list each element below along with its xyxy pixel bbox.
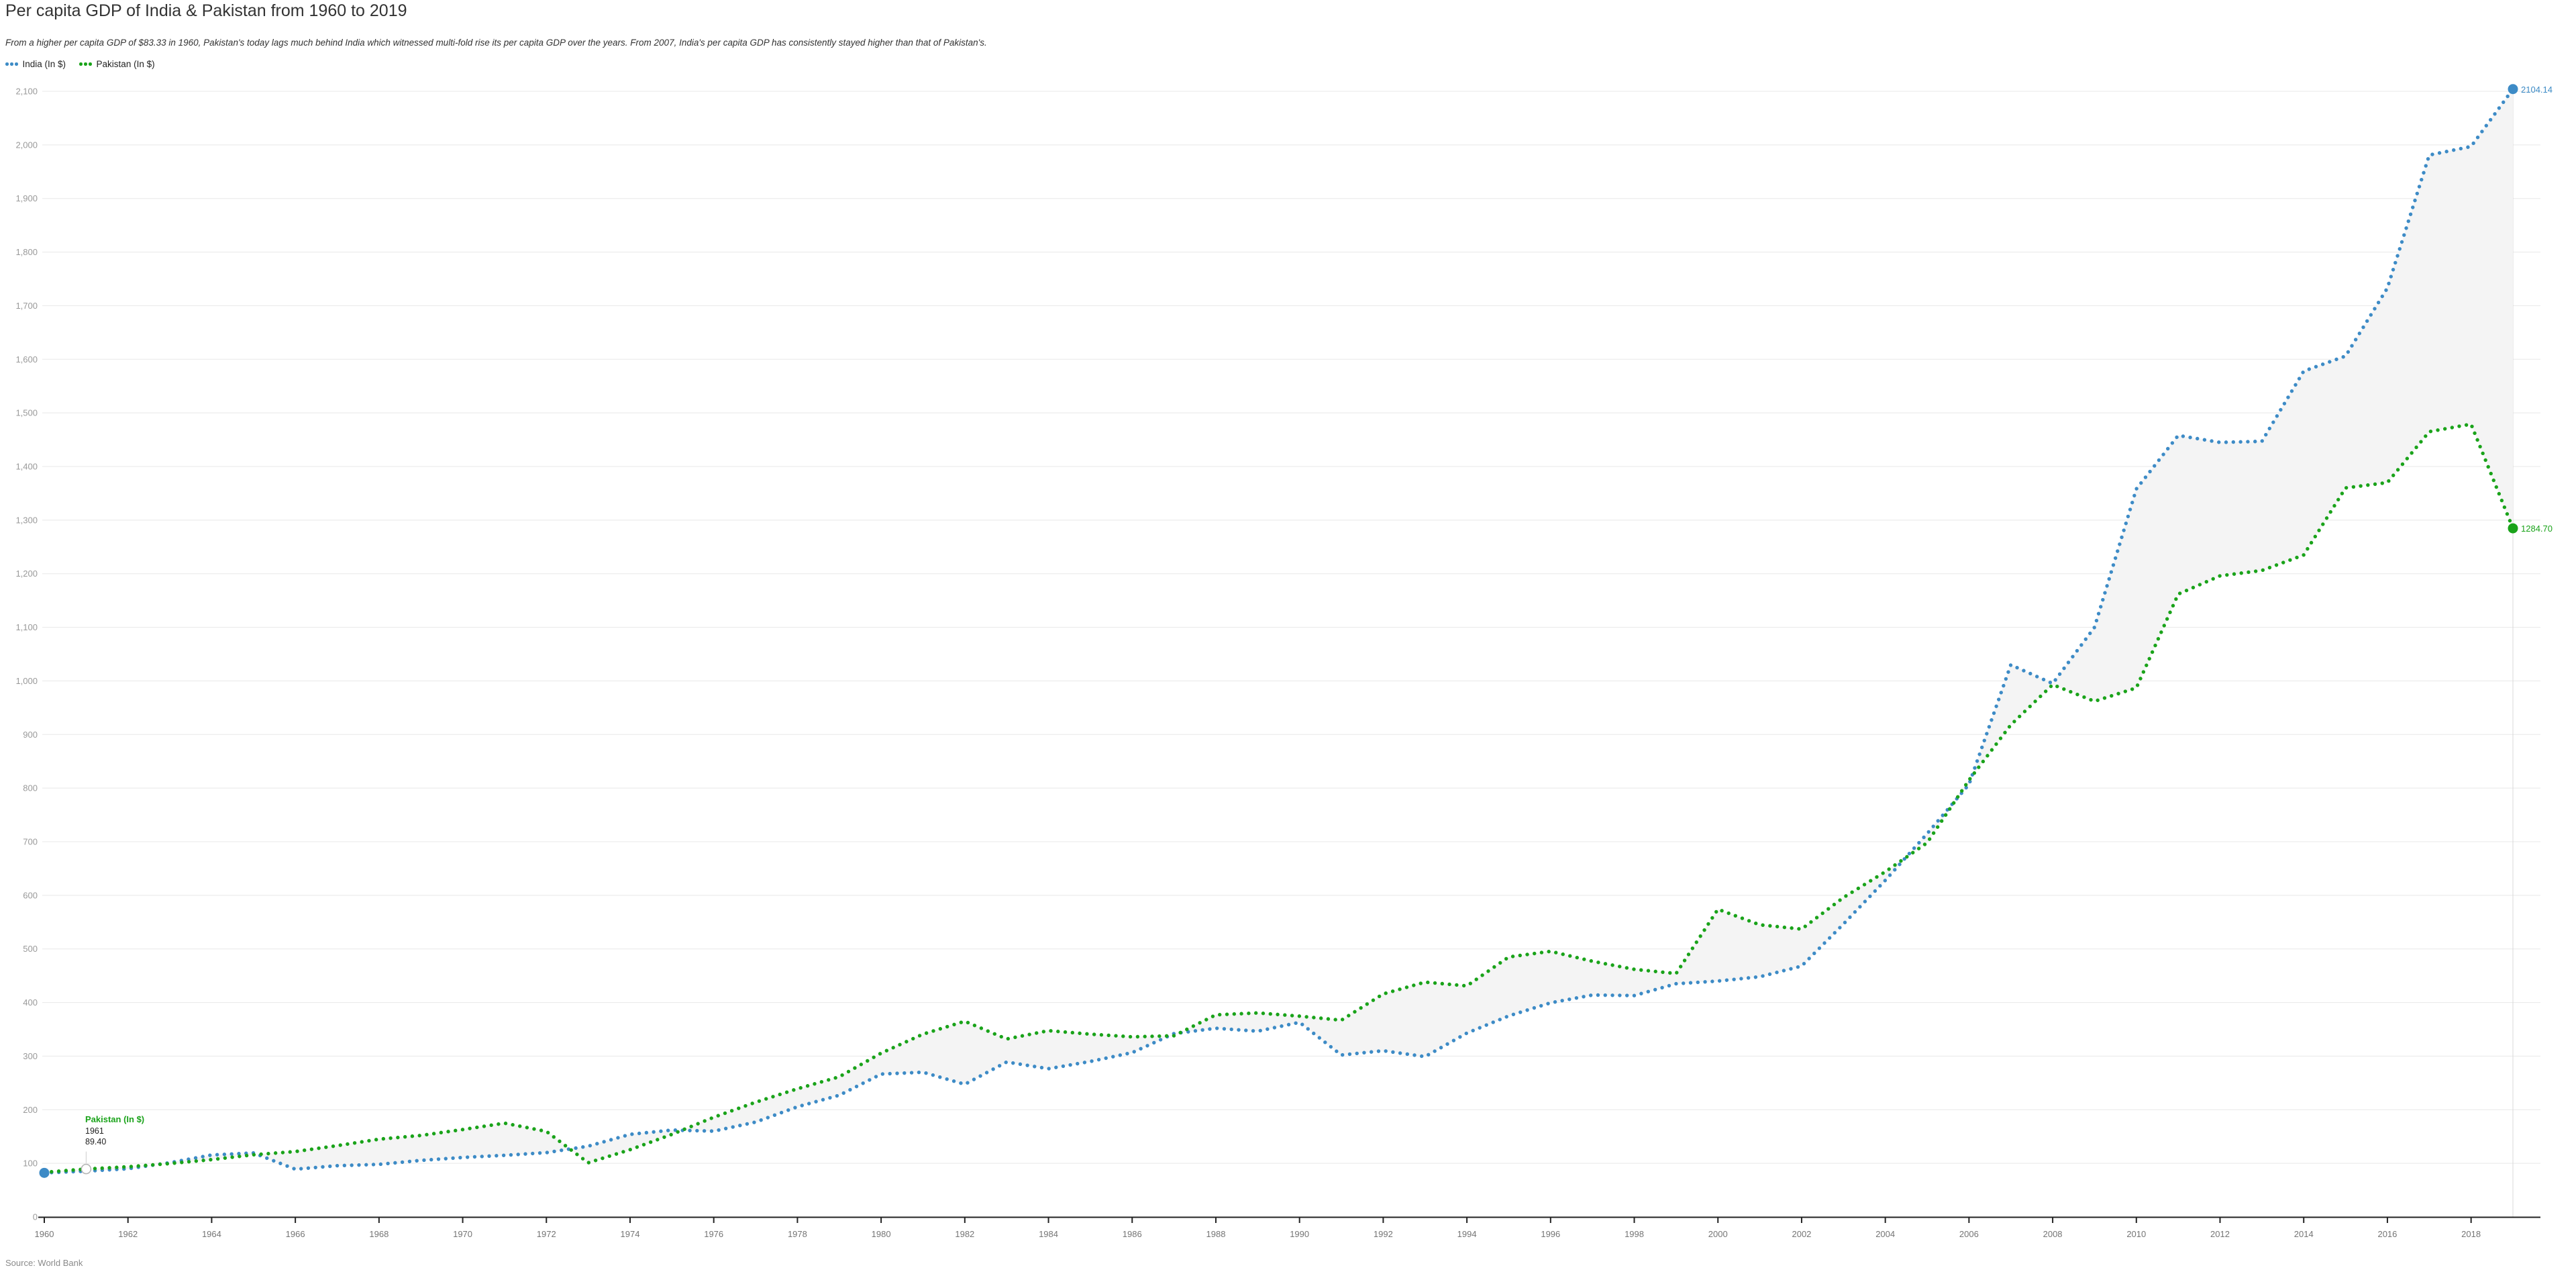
x-tick-label: 1994	[1457, 1229, 1477, 1239]
y-tick-label: 0	[33, 1212, 38, 1222]
india-dotted-line-icon	[5, 62, 18, 66]
legend-item-pakistan[interactable]: Pakistan (In $)	[79, 59, 155, 69]
x-tick-label: 1960	[35, 1229, 54, 1239]
area-between-series	[44, 89, 2513, 1173]
legend-item-india[interactable]: India (In $)	[5, 59, 66, 69]
x-tick-label: 1968	[369, 1229, 389, 1239]
y-tick-label: 1,700	[15, 301, 38, 311]
x-tick-label: 1966	[286, 1229, 305, 1239]
chart-subtitle: From a higher per capita GDP of $83.33 i…	[5, 38, 987, 48]
x-tick-label: 1986	[1123, 1229, 1142, 1239]
x-axis-tick-labels: 1960 1962 1964 1966 1968 1970 1972 1974 1976 1978…	[35, 1229, 2481, 1239]
pakistan-dotted-line-icon	[79, 62, 92, 66]
x-tick-label: 2004	[1875, 1229, 1895, 1239]
highlighted-point-marker[interactable]	[81, 1163, 92, 1175]
x-tick-label: 2002	[1792, 1229, 1811, 1239]
legend-label-pakistan: Pakistan (In $)	[96, 59, 155, 69]
x-tick-label: 1964	[202, 1229, 221, 1239]
x-tick-label: 1988	[1206, 1229, 1226, 1239]
y-tick-label: 400	[23, 997, 38, 1008]
y-tick-label: 1,600	[15, 354, 38, 364]
y-tick-label: 600	[23, 890, 38, 900]
india-end-value-label: 2104.14	[2521, 84, 2553, 95]
x-tick-label: 2000	[1708, 1229, 1728, 1239]
x-tick-label: 1990	[1290, 1229, 1309, 1239]
legend-label-india: India (In $)	[22, 59, 66, 69]
y-tick-label: 1,000	[15, 676, 38, 686]
y-tick-label: 2,100	[15, 87, 38, 97]
hover-tooltip: Pakistan (In $) 1961 89.40	[85, 1114, 144, 1147]
tooltip-year: 1961	[85, 1126, 104, 1136]
x-tick-label: 1970	[453, 1229, 472, 1239]
y-tick-label: 700	[23, 837, 38, 847]
x-axis-ticks	[44, 1218, 2472, 1223]
x-tick-label: 2008	[2043, 1229, 2063, 1239]
x-tick-label: 1992	[1374, 1229, 1393, 1239]
x-tick-label: 1978	[788, 1229, 807, 1239]
x-tick-label: 1998	[1625, 1229, 1644, 1239]
x-tick-label: 2016	[2377, 1229, 2397, 1239]
x-tick-label: 1972	[537, 1229, 556, 1239]
chart-title: Per capita GDP of India & Pakistan from …	[5, 1, 407, 20]
x-tick-label: 1996	[1541, 1229, 1560, 1239]
india-start-marker[interactable]	[39, 1167, 50, 1178]
y-axis-tick-labels: 0 100 200 300 400 500 600 700 800 900 1,000 1,100 1,…	[15, 87, 38, 1222]
x-tick-label: 1974	[621, 1229, 640, 1239]
y-tick-label: 1,900	[15, 193, 38, 203]
pakistan-end-value-label: 1284.70	[2521, 524, 2553, 534]
source-note: Source: World Bank	[5, 1258, 83, 1268]
y-tick-label: 1,500	[15, 408, 38, 418]
x-tick-label: 2012	[2210, 1229, 2230, 1239]
pakistan-series-line[interactable]	[42, 422, 2515, 1175]
gridlines	[42, 91, 2540, 1164]
y-tick-label: 1,200	[15, 569, 38, 579]
y-tick-label: 100	[23, 1159, 38, 1169]
india-end-marker[interactable]	[2508, 84, 2518, 95]
x-tick-label: 1982	[955, 1229, 974, 1239]
y-tick-label: 1,800	[15, 247, 38, 257]
y-tick-label: 2,000	[15, 140, 38, 150]
y-tick-label: 1,400	[15, 462, 38, 472]
y-tick-label: 300	[23, 1051, 38, 1061]
x-tick-label: 2006	[1959, 1229, 1979, 1239]
x-tick-label: 2014	[2294, 1229, 2314, 1239]
y-tick-label: 900	[23, 730, 38, 740]
y-tick-label: 200	[23, 1105, 38, 1115]
x-tick-label: 1980	[872, 1229, 891, 1239]
y-tick-label: 500	[23, 944, 38, 954]
x-tick-label: 2018	[2461, 1229, 2481, 1239]
tooltip-value: 89.40	[85, 1137, 107, 1146]
pakistan-end-marker[interactable]	[2508, 523, 2518, 534]
tooltip-series-name: Pakistan (In $)	[85, 1114, 145, 1124]
chart-legend: India (In $) Pakistan (In $)	[5, 59, 155, 69]
y-tick-label: 1,100	[15, 622, 38, 632]
y-tick-label: 1,300	[15, 515, 38, 525]
x-tick-label: 1976	[704, 1229, 723, 1239]
x-tick-label: 1962	[118, 1229, 138, 1239]
x-tick-label: 2010	[2126, 1229, 2146, 1239]
x-tick-label: 1984	[1039, 1229, 1058, 1239]
y-tick-label: 800	[23, 783, 38, 793]
